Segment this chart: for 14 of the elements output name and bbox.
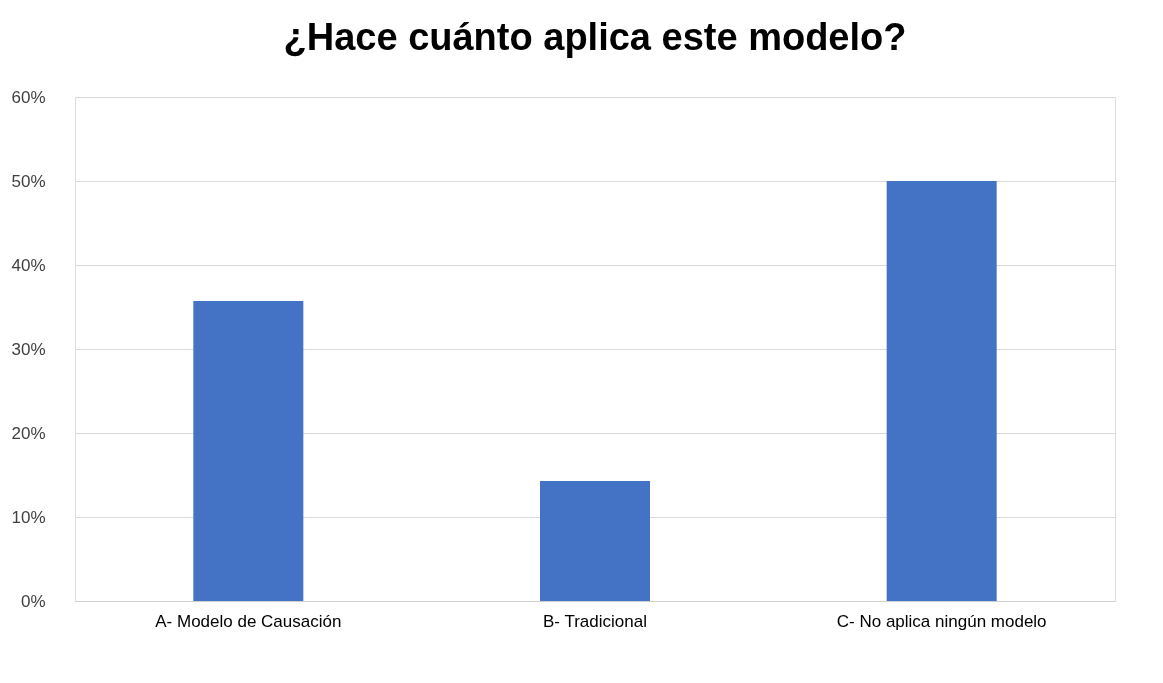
y-tick-label: 40% — [11, 255, 46, 275]
x-tick-label: B- Tradicional — [543, 611, 647, 631]
bar — [886, 181, 997, 601]
y-tick-label: 30% — [11, 339, 46, 359]
y-tick-label: 0% — [20, 591, 46, 611]
bar — [540, 480, 650, 601]
y-tick-label: 50% — [11, 171, 46, 191]
y-tick-label: 10% — [11, 507, 46, 527]
y-tick-label: 60% — [11, 87, 46, 107]
chart-title: ¿Hace cuánto aplica este modelo? — [283, 16, 907, 58]
x-tick-label: C- No aplica ningún modelo — [836, 611, 1047, 631]
bar — [193, 301, 304, 601]
y-tick-label: 20% — [11, 423, 46, 443]
x-tick-label: A- Modelo de Causación — [155, 611, 342, 631]
